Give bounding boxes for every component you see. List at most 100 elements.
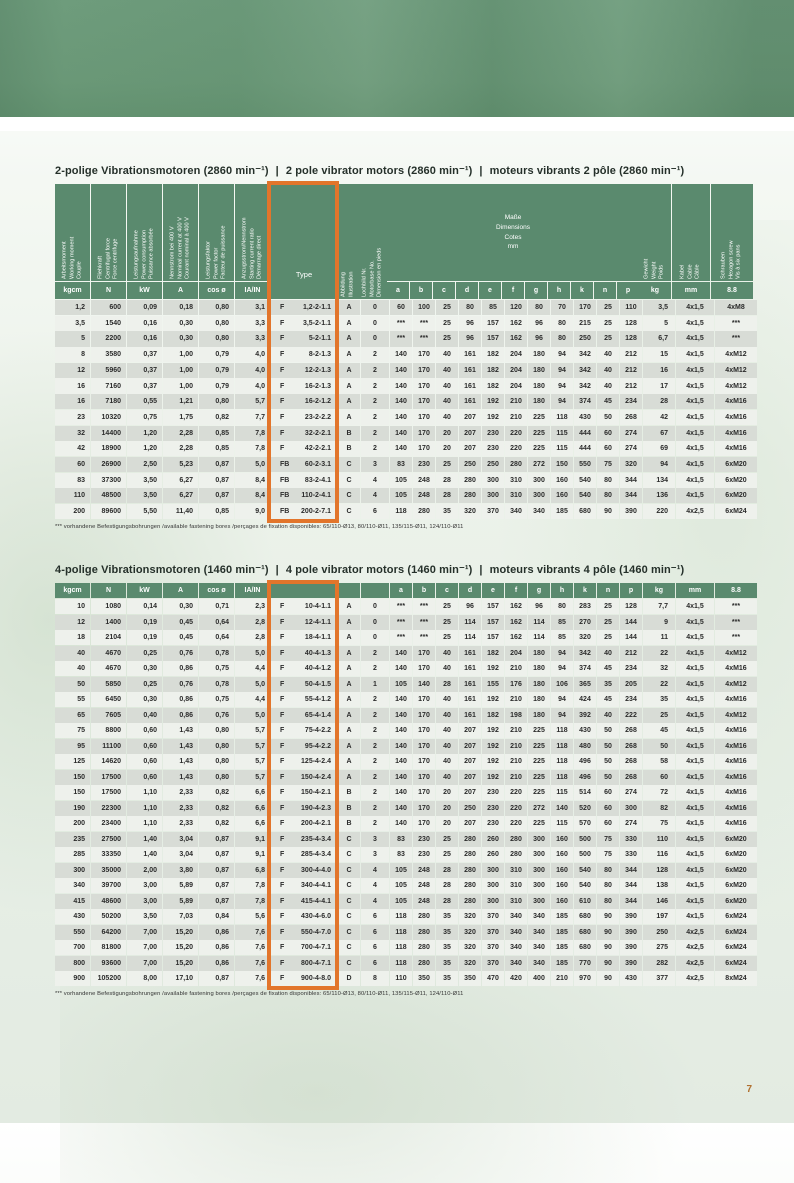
- table-cell: ***: [390, 599, 412, 615]
- table-cell: 157: [482, 630, 504, 646]
- table-cell: 140: [551, 800, 573, 816]
- table-cell: 0: [361, 614, 389, 630]
- table-cell: 0: [361, 315, 389, 331]
- table-cell: 140: [390, 362, 412, 378]
- table-cell: 234: [620, 692, 642, 708]
- table-cell: 3,50: [127, 909, 162, 925]
- table-cell: 6xM20: [715, 456, 757, 473]
- table-cell: 2104: [91, 630, 126, 646]
- table-cell: 210: [505, 754, 527, 770]
- table-cell: 6xM20: [715, 488, 757, 504]
- table-cell: ***: [413, 630, 435, 646]
- table-cell: 680: [574, 940, 596, 956]
- table-cell: 0,18: [163, 300, 198, 316]
- table-cell: 4x1,5: [676, 300, 714, 316]
- table-cell: 0,85: [199, 425, 234, 441]
- type-cell: F 12-2-1.3: [271, 362, 337, 378]
- table-cell: A: [338, 754, 360, 770]
- table-cell: 8,00: [127, 971, 162, 987]
- table-cell: 65: [55, 707, 90, 723]
- table-cell: 3,80: [163, 862, 198, 878]
- table-cell: 2,33: [163, 816, 198, 832]
- table-cell: 94: [551, 378, 573, 394]
- table-cell: 7,6: [235, 924, 270, 940]
- table-cell: 1,20: [127, 425, 162, 441]
- table-cell: 60: [643, 769, 675, 785]
- table-cell: 220: [643, 503, 675, 520]
- table-cell: 200: [55, 816, 90, 832]
- table-cell: 140: [390, 425, 412, 441]
- table-cell: 220: [505, 816, 527, 832]
- table-cell: 4,4: [235, 661, 270, 677]
- table-cell: 170: [413, 425, 435, 441]
- table-cell: 105200: [91, 971, 126, 987]
- table-cell: 0,16: [127, 331, 162, 347]
- table-cell: A: [338, 630, 360, 646]
- table-cell: 180: [528, 645, 550, 661]
- table-cell: 26900: [91, 456, 126, 473]
- unit-header-cell: e: [482, 583, 504, 599]
- table-cell: 540: [574, 488, 596, 504]
- table-cell: 160: [551, 488, 573, 504]
- table-row: 200 89600 5,50 11,40 0,85 9,0 FB 200-2-7.1 C 6 118…: [55, 503, 759, 520]
- table-row: 150 17500 0,60 1,43 0,80 5,7 F 150-4-2.4 A 2 140 17…: [55, 769, 759, 785]
- table-cell: 60: [597, 816, 619, 832]
- table-cell: 0,75: [127, 409, 162, 425]
- table-cell: 118: [390, 940, 412, 956]
- table-cell: 28: [436, 878, 458, 894]
- table-cell: 83: [390, 831, 412, 847]
- table-cell: 0,80: [199, 723, 234, 739]
- table-cell: 45: [597, 394, 619, 410]
- table-cell: 7,8: [235, 425, 270, 441]
- table-cell: 14620: [91, 754, 126, 770]
- type-cell: F 340-4-4.1: [271, 878, 337, 894]
- type-cell: F 800-4-7.1: [271, 955, 337, 971]
- table-cell: 170: [413, 769, 435, 785]
- table-row: 3,5 1540 0,16 0,30 0,80 3,3 F 3,5-2-1.1 A 0 *** ***…: [55, 315, 759, 331]
- type-cell: F 700-4-7.1: [271, 940, 337, 956]
- table-cell: 320: [459, 940, 481, 956]
- table-cell: 75: [597, 847, 619, 863]
- section-4pole: 4-polige Vibrationsmotoren (1460 min⁻¹) |…: [55, 563, 759, 997]
- table-cell: 207: [459, 816, 481, 832]
- table-cell: 4x1,5: [676, 488, 714, 504]
- table-cell: 12: [55, 362, 90, 378]
- table-cell: 10: [55, 599, 90, 615]
- table-cell: 105: [390, 488, 412, 504]
- table-cell: 150: [551, 456, 573, 473]
- table-cell: 310: [505, 488, 527, 504]
- type-cell: F 550-4-7.0: [271, 924, 337, 940]
- table-cell: A: [338, 362, 360, 378]
- table-cell: 161: [459, 362, 481, 378]
- table-cell: 0,87: [199, 893, 234, 909]
- table-cell: 140: [390, 347, 412, 363]
- table-cell: 5,23: [163, 456, 198, 473]
- table-cell: 320: [459, 955, 481, 971]
- table-cell: 110: [643, 831, 675, 847]
- table-row: 16 7160 0,37 1,00 0,79 4,0 F 16-2-1.3 A 2 140 170 40…: [55, 378, 759, 394]
- table-cell: 225: [528, 769, 550, 785]
- table-cell: 1,20: [127, 441, 162, 457]
- table-cell: 60: [597, 441, 619, 457]
- table-cell: 470: [482, 971, 504, 987]
- table-cell: 40: [55, 645, 90, 661]
- table-cell: 4: [361, 878, 389, 894]
- table-cell: 23: [55, 409, 90, 425]
- table-cell: 600: [91, 300, 126, 316]
- table-cell: ***: [715, 599, 757, 615]
- type-cell: F 3,5-2-1.1: [271, 315, 337, 331]
- table-cell: 80: [597, 893, 619, 909]
- table-cell: 94: [643, 456, 675, 473]
- table-cell: 25: [436, 630, 458, 646]
- table-cell: 340: [528, 940, 550, 956]
- column-header-centrifugal-force: Fliehkraft Centrifugal force Force centr…: [91, 184, 126, 299]
- table-cell: 176: [505, 676, 527, 692]
- table-cell: 250: [459, 800, 481, 816]
- table-cell: 1,40: [127, 831, 162, 847]
- table-cell: 140: [390, 409, 412, 425]
- column-header-weight: Gewicht Weight Poids kg: [639, 184, 671, 299]
- title-de: 4-polige Vibrationsmotoren (1460 min⁻¹): [55, 564, 269, 577]
- table-cell: 6,7: [643, 331, 675, 347]
- table-cell: 161: [459, 378, 481, 394]
- type-cell: F 40-4-1.2: [271, 661, 337, 677]
